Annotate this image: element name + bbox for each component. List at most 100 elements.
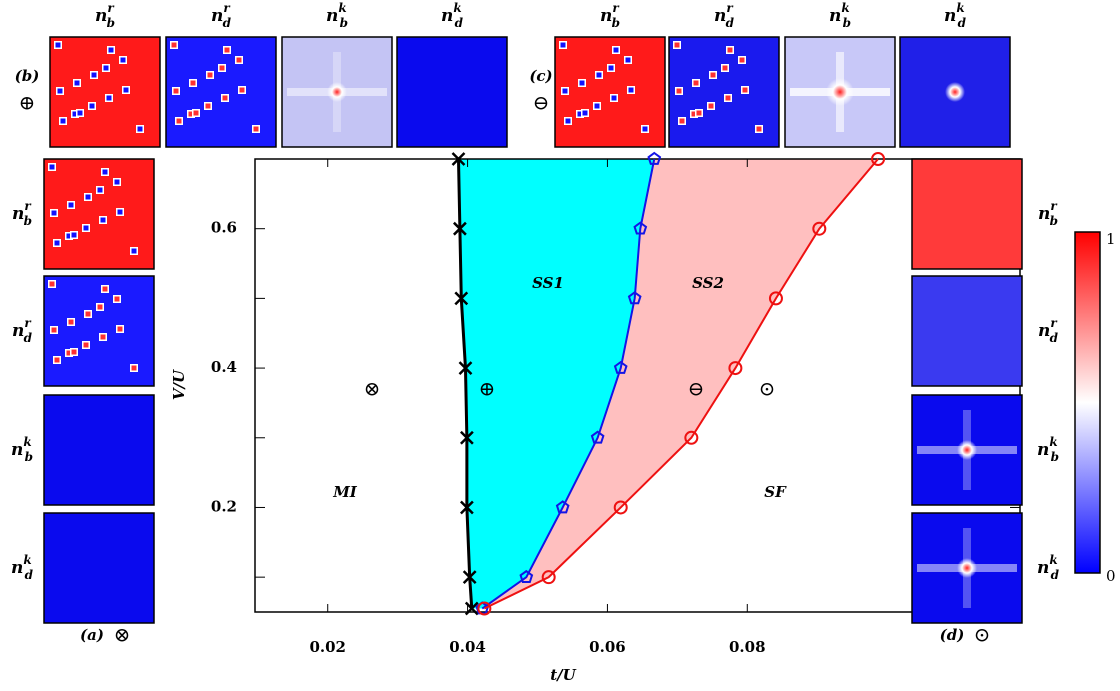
- map-label-sub: d: [1050, 331, 1059, 345]
- density-spot: [66, 350, 72, 356]
- marker: [464, 601, 479, 616]
- map-label-base: n: [326, 6, 338, 26]
- density-spot: [100, 217, 106, 223]
- density-spot: [68, 319, 74, 325]
- map-label-base: n: [11, 558, 23, 578]
- marker: [613, 500, 628, 515]
- map-label-sup: k: [453, 1, 461, 15]
- density-spot: [49, 164, 55, 170]
- panel-symbol: ⊙: [974, 623, 991, 647]
- density-spot: [54, 240, 60, 246]
- density-spot: [85, 194, 91, 200]
- density-spot: [117, 326, 123, 332]
- density-spot: [171, 42, 177, 48]
- density-spot: [77, 110, 83, 116]
- density-spot: [49, 281, 55, 287]
- map-label: nr b: [12, 199, 32, 228]
- map-frame: [43, 158, 155, 270]
- marker: [555, 500, 570, 514]
- map-label-sub: d: [726, 16, 735, 30]
- density-map: [43, 275, 155, 387]
- density-spot: [97, 304, 103, 310]
- density-spot: [57, 88, 63, 94]
- map-label: nr d: [714, 1, 735, 30]
- region-label: MI: [332, 483, 358, 501]
- map-background: [912, 159, 1022, 269]
- density-spot: [72, 111, 78, 117]
- map-label: nk b: [829, 1, 851, 30]
- density-spot: [91, 72, 97, 78]
- map-label-sub: d: [455, 16, 464, 30]
- map-label: nr b: [600, 1, 620, 30]
- density-spot: [97, 187, 103, 193]
- density-spot: [628, 87, 634, 93]
- density-spot: [137, 126, 143, 132]
- density-spot: [679, 118, 685, 124]
- x-tick-label: 0.04: [449, 638, 486, 656]
- map-peak: [945, 82, 965, 102]
- density-spot: [120, 57, 126, 63]
- density-spot: [594, 103, 600, 109]
- density-map: [43, 394, 155, 506]
- density-map: [784, 36, 896, 148]
- density-spot: [676, 88, 682, 94]
- density-spot: [114, 296, 120, 302]
- map-background: [44, 395, 154, 505]
- density-spot: [727, 47, 733, 53]
- density-spot: [83, 342, 89, 348]
- density-spot: [693, 80, 699, 86]
- marker: [647, 151, 662, 165]
- density-spot: [54, 357, 60, 363]
- density-spot: [582, 110, 588, 116]
- map-label-sup: r: [726, 1, 734, 15]
- density-spot: [114, 179, 120, 185]
- map-frame: [43, 512, 155, 624]
- map-frame: [49, 36, 161, 148]
- map-frame: [899, 36, 1011, 148]
- map-label: nk d: [944, 1, 967, 30]
- density-spot: [613, 47, 619, 53]
- map-label-sup: k: [23, 435, 31, 449]
- map-label-sub: b: [612, 16, 620, 30]
- phase-symbol: ⊖: [688, 377, 705, 401]
- map-label-sub: d: [223, 16, 232, 30]
- marker: [613, 360, 628, 374]
- marker: [812, 221, 827, 236]
- density-spot: [577, 111, 583, 117]
- map-label: nk b: [11, 435, 33, 464]
- map-label-base: n: [1037, 558, 1049, 578]
- marker: [541, 570, 556, 585]
- y-axis-label: V/U: [170, 369, 188, 400]
- map-label-sub: b: [1051, 450, 1059, 464]
- map-label-base: n: [829, 6, 841, 26]
- map-frame: [911, 158, 1023, 270]
- density-spot: [188, 111, 194, 117]
- density-spot: [742, 87, 748, 93]
- map-label-sup: k: [23, 553, 31, 567]
- marker: [458, 361, 473, 375]
- map-label-sup: k: [1049, 553, 1057, 567]
- region-label: SS2: [692, 274, 724, 292]
- density-map: [911, 512, 1023, 624]
- map-label-sup: r: [24, 199, 32, 213]
- density-spot: [642, 126, 648, 132]
- map-label-base: n: [1038, 321, 1050, 341]
- density-spot: [696, 110, 702, 116]
- density-spot: [611, 95, 617, 101]
- map-frame: [911, 394, 1023, 506]
- map-frame: [165, 36, 277, 148]
- map-label-sub: d: [24, 331, 33, 345]
- x-axis-label: t/U: [550, 666, 576, 684]
- density-spot: [100, 334, 106, 340]
- map-peak: [327, 82, 347, 102]
- density-spot: [89, 103, 95, 109]
- density-spot: [176, 118, 182, 124]
- phase-symbol: ⊗: [364, 377, 381, 401]
- panel-label: (a): [80, 626, 104, 644]
- map-frame: [281, 36, 393, 148]
- map-peak: [957, 440, 977, 460]
- y-tick-label: 0.6: [211, 219, 237, 237]
- boundary-line: [456, 158, 474, 609]
- density-spot: [625, 57, 631, 63]
- phase-region: [482, 159, 879, 609]
